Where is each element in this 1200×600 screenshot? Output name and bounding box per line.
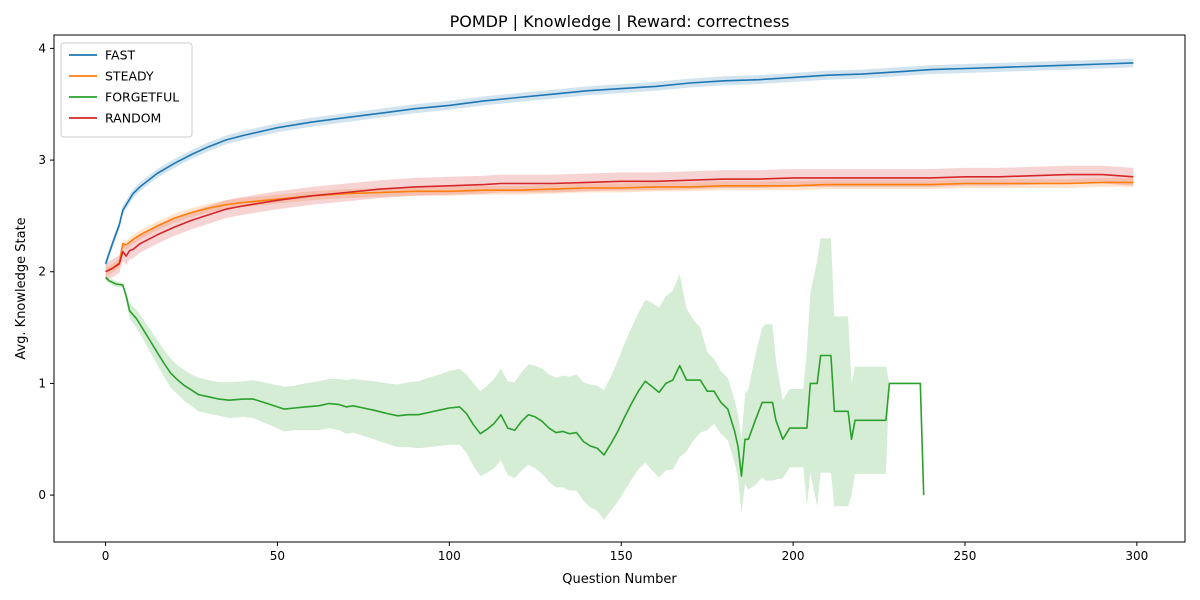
- y-axis-label: Avg. Knowledge State: [14, 217, 29, 359]
- legend: FAST STEADY FORGETFUL RANDOM: [60, 42, 193, 138]
- band-steady: [105, 177, 1134, 277]
- line-fast: [104, 62, 1134, 265]
- confidence-bands: [105, 58, 1134, 520]
- line-forgetful: [105, 276, 925, 496]
- legend-label-forgetful: FORGETFUL: [105, 90, 179, 105]
- x-tick-label: 100: [438, 549, 461, 563]
- x-axis: 0 50 100 150 200 250 300: [102, 542, 1148, 563]
- x-tick-label: 150: [610, 549, 633, 563]
- legend-label-random: RANDOM: [105, 111, 161, 126]
- chart-title: POMDP | Knowledge | Reward: correctness: [450, 12, 790, 31]
- y-axis: 0 1 2 3 4: [38, 41, 54, 502]
- band-random: [105, 165, 1134, 281]
- legend-box: [60, 42, 193, 138]
- legend-label-fast: FAST: [105, 48, 136, 63]
- line-steady: [105, 181, 1134, 273]
- x-tick-label: 300: [1125, 549, 1148, 563]
- plot-frame: [53, 34, 1186, 543]
- y-tick-label: 2: [38, 265, 46, 279]
- x-axis-label: Question Number: [562, 572, 677, 587]
- x-tick-label: 50: [270, 549, 285, 563]
- x-tick-label: 200: [782, 549, 805, 563]
- y-tick-label: 0: [38, 488, 46, 502]
- line-random: [105, 173, 1134, 273]
- band-fast: [105, 58, 1134, 269]
- legend-label-steady: STEADY: [105, 69, 154, 84]
- y-tick-label: 1: [38, 376, 46, 390]
- y-tick-label: 4: [38, 41, 46, 55]
- x-tick-label: 0: [102, 549, 110, 563]
- x-tick-label: 250: [954, 549, 977, 563]
- y-tick-label: 3: [38, 153, 46, 167]
- series-lines: [104, 62, 1134, 496]
- band-forgetful: [105, 238, 924, 520]
